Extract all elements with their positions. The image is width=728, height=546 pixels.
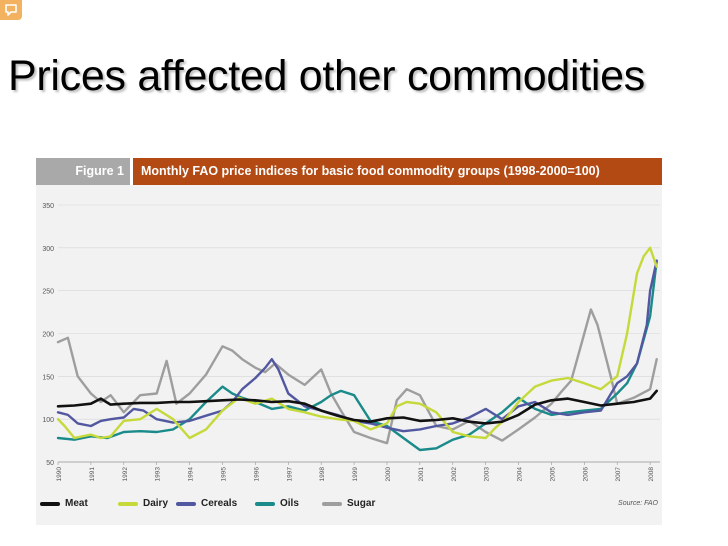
figure-label: Figure 1 [36,158,130,185]
legend-item-cereals: Cereals [176,498,237,509]
series-line-dairy [56,246,658,440]
x-tick-label-1999: 1999 [352,467,359,482]
legend-item-meat: Meat [40,498,88,509]
x-tick-label-2000: 2000 [385,467,392,482]
x-tick-label-2005: 2005 [549,467,556,482]
x-tick-label-2008: 2008 [648,467,655,482]
legend-item-oils: Oils [255,498,299,509]
x-tick-label-1998: 1998 [319,467,326,482]
x-tick-label-2004: 2004 [517,467,524,482]
y-tick-label-150: 150 [42,374,54,381]
figure-header: Figure 1 Monthly FAO price indices for b… [36,158,662,185]
x-tick-label-1995: 1995 [220,467,227,482]
legend-label-sugar: Sugar [347,498,376,509]
legend-item-dairy: Dairy [118,498,168,509]
x-tick-label-2003: 2003 [484,467,491,482]
series-line-sugar [56,308,658,445]
slide-title: Prices affected other commodities [8,52,645,100]
legend-swatch-dairy [118,501,138,506]
figure-panel [36,185,662,525]
source-note: Source: FAO [618,500,658,507]
x-tick-label-1993: 1993 [155,467,162,482]
x-tick-label-1991: 1991 [89,467,96,482]
speech-bubble-icon [0,0,22,20]
series-line-oils [56,259,658,452]
x-tick-label-2002: 2002 [451,467,458,482]
legend-swatch-meat [40,501,60,506]
y-tick-label-50: 50 [46,460,54,467]
legend-swatch-cereals [176,501,196,506]
x-tick-label-1997: 1997 [286,467,293,482]
y-tick-label-300: 300 [42,246,54,253]
legend-label-oils: Oils [280,498,299,509]
x-tick-label-2001: 2001 [418,467,425,482]
legend-swatch-sugar [322,501,342,506]
y-tick-label-350: 350 [42,203,54,210]
figure-caption: Monthly FAO price indices for basic food… [133,158,662,185]
legend-item-sugar: Sugar [322,498,375,509]
x-tick-label-1990: 1990 [56,467,63,482]
x-tick-label-2006: 2006 [582,467,589,482]
x-tick-label-1994: 1994 [188,467,195,482]
legend-label-dairy: Dairy [143,498,169,509]
legend-label-meat: Meat [65,498,88,509]
y-tick-label-250: 250 [42,289,54,296]
legend-label-cereals: Cereals [201,498,238,509]
chart-legend: Meat Dairy Cereals Oils Sugar Source: FA… [36,498,662,516]
y-tick-label-100: 100 [42,417,54,424]
price-index-chart: 50 100 150 200 250 300 350 1990 1991 1992 1993 1994… [42,203,660,482]
series-line-cereals [56,259,658,433]
legend-swatch-oils [255,501,275,506]
x-tick-label-1992: 1992 [122,467,129,482]
series-line-meat [56,389,659,425]
y-tick-label-200: 200 [42,332,54,339]
x-tick-label-1996: 1996 [253,467,260,482]
x-tick-label-2007: 2007 [615,467,622,482]
